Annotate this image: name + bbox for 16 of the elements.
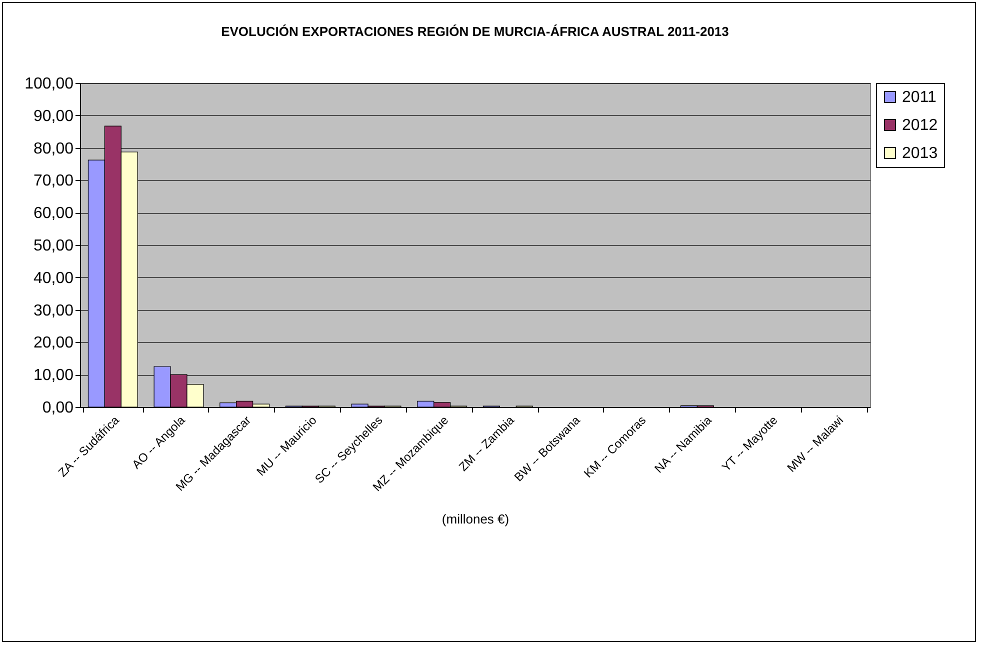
- y-tick-label: 30,00: [33, 302, 74, 320]
- y-tick-label: 10,00: [33, 367, 74, 384]
- legend-label: 2011: [902, 89, 937, 106]
- chart-title: EVOLUCIÓN EXPORTACIONES REGIÓN DE MURCIA-ÁFRICA AUSTRAL 2011-2013: [221, 24, 729, 39]
- y-tick-label: 50,00: [33, 238, 74, 254]
- legend-label: 2012: [902, 117, 938, 134]
- legend-label: 2013: [902, 145, 938, 162]
- y-tick-label: 90,00: [33, 108, 74, 125]
- y-tick-label: 0,00: [42, 400, 74, 416]
- y-tick-label: 20,00: [33, 334, 74, 352]
- y-tick-label: 70,00: [33, 172, 74, 190]
- y-tick-label: 60,00: [33, 205, 74, 222]
- y-tick-label: 80,00: [33, 140, 74, 158]
- y-tick-label: 100,00: [24, 76, 74, 92]
- y-tick-label: 40,00: [33, 270, 74, 287]
- x-axis-title: (millones €): [442, 511, 510, 526]
